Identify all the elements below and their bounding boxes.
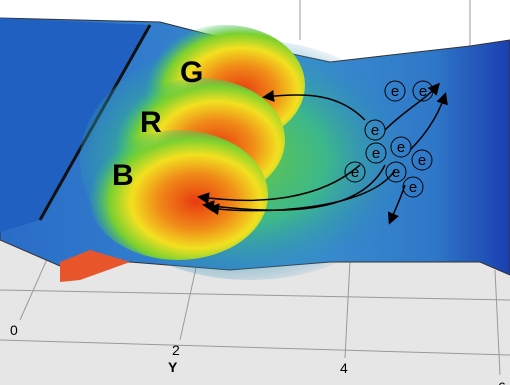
axis-title: Y [168,359,178,375]
electron: e [418,152,426,169]
tick-label: 0 [10,322,18,338]
electron: e [351,164,359,181]
tick-label: 2 [172,342,180,358]
electron: e [392,164,400,181]
label-g: G [180,56,203,89]
electron: e [397,139,405,156]
tick-label: 4 [340,360,348,376]
electron: e [419,83,427,100]
surface-plot: G R B eeeeeeeee 0 2 4 6 Y [0,0,510,385]
tick-label: 6 [498,379,506,385]
electron: e [391,83,399,100]
electron: e [372,145,380,162]
electron: e [409,179,417,196]
label-b: B [112,159,134,192]
hill-b [88,130,268,260]
label-r: R [140,106,162,139]
electron: e [371,122,379,139]
